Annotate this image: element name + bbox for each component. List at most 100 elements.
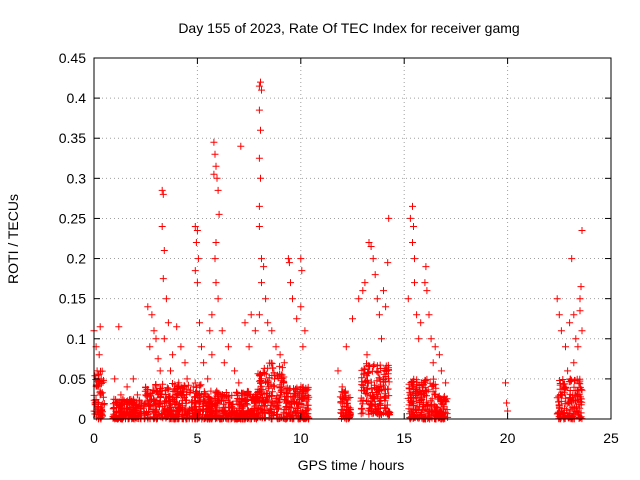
data-point: [156, 367, 164, 375]
data-point: [225, 392, 233, 400]
data-point: [120, 400, 128, 408]
data-point: [360, 370, 368, 378]
x-tick-labels: 0 5 10 15 20 25: [90, 430, 619, 446]
y-tick-labels: 0 0.05 0.1 0.15 0.2 0.25 0.3 0.35 0.4 0.45: [59, 50, 86, 427]
data-point: [385, 364, 392, 372]
data-point: [578, 227, 586, 234]
data-point: [410, 223, 417, 230]
data-point: [219, 409, 227, 417]
data-point: [381, 386, 389, 394]
data-point: [297, 383, 305, 391]
data-point: [257, 78, 264, 86]
data-point: [358, 405, 366, 413]
data-point: [144, 413, 152, 421]
data-point: [190, 393, 198, 401]
data-point: [192, 389, 200, 397]
data-point: [152, 400, 160, 408]
data-point: [302, 384, 310, 392]
data-point: [577, 283, 585, 291]
data-point: [258, 279, 265, 287]
data-point: [413, 409, 421, 417]
data-point: [374, 369, 382, 377]
data-point: [291, 389, 299, 397]
y-tick-label: 0.2: [67, 251, 87, 267]
data-point: [420, 406, 428, 414]
data-point: [409, 378, 417, 385]
data-point: [409, 202, 416, 210]
data-point: [258, 86, 265, 94]
data-point: [297, 255, 305, 263]
data-point: [340, 399, 348, 407]
data-point: [381, 404, 389, 412]
data-point: [270, 411, 278, 419]
data-point: [280, 377, 288, 385]
data-point: [172, 385, 180, 393]
data-point: [232, 413, 240, 421]
data-point: [377, 365, 385, 372]
data-point: [364, 362, 372, 370]
data-point: [570, 404, 578, 412]
data-point: [359, 287, 367, 295]
data-point: [409, 239, 416, 246]
data-point: [502, 379, 509, 387]
data-point: [258, 414, 266, 422]
data-point: [91, 410, 99, 418]
data-point: [369, 409, 377, 417]
data-point: [237, 411, 245, 419]
data-point: [382, 303, 390, 311]
data-point: [385, 214, 393, 222]
data-point: [385, 408, 393, 416]
data-point: [417, 319, 425, 327]
data-point: [242, 414, 250, 422]
data-point: [159, 402, 167, 410]
data-point: [183, 391, 191, 399]
data-point: [566, 319, 574, 327]
data-point: [363, 386, 371, 394]
data-point: [175, 379, 183, 387]
data-point: [264, 398, 272, 406]
data-point: [269, 364, 277, 372]
data-point: [429, 359, 437, 367]
data-point: [261, 402, 268, 410]
data-point: [158, 186, 166, 194]
data-point: [408, 378, 416, 386]
data-point: [431, 390, 438, 398]
data-point: [172, 400, 180, 408]
y-tick-label: 0.3: [67, 170, 87, 186]
data-point: [341, 392, 349, 400]
data-point: [363, 397, 370, 405]
data-point: [411, 255, 418, 263]
data-point: [378, 335, 385, 343]
data-point: [365, 239, 373, 246]
data-point: [567, 405, 575, 413]
data-point: [562, 343, 569, 351]
data-point: [214, 295, 222, 303]
data-point: [284, 255, 292, 263]
data-point: [439, 411, 447, 419]
data-point: [178, 402, 186, 410]
data-point: [555, 402, 563, 410]
data-point: [297, 303, 305, 311]
data-point: [369, 255, 377, 263]
data-point: [375, 311, 383, 319]
data-point: [573, 391, 581, 399]
x-tick-label: 10: [293, 430, 309, 446]
data-point: [429, 408, 437, 416]
data-point: [563, 412, 571, 420]
data-point: [371, 271, 379, 279]
data-point: [298, 267, 306, 275]
data-point: [94, 383, 102, 391]
data-point: [272, 395, 280, 403]
data-point: [245, 343, 253, 351]
data-point: [119, 396, 127, 404]
data-point: [94, 371, 102, 379]
data-point: [442, 398, 450, 406]
data-point: [368, 367, 376, 375]
data-point: [553, 295, 561, 303]
data-point: [564, 367, 572, 375]
data-point: [304, 401, 312, 409]
data-point: [430, 401, 438, 409]
data-point: [210, 410, 218, 418]
data-point: [261, 409, 269, 416]
data-point: [422, 377, 429, 385]
